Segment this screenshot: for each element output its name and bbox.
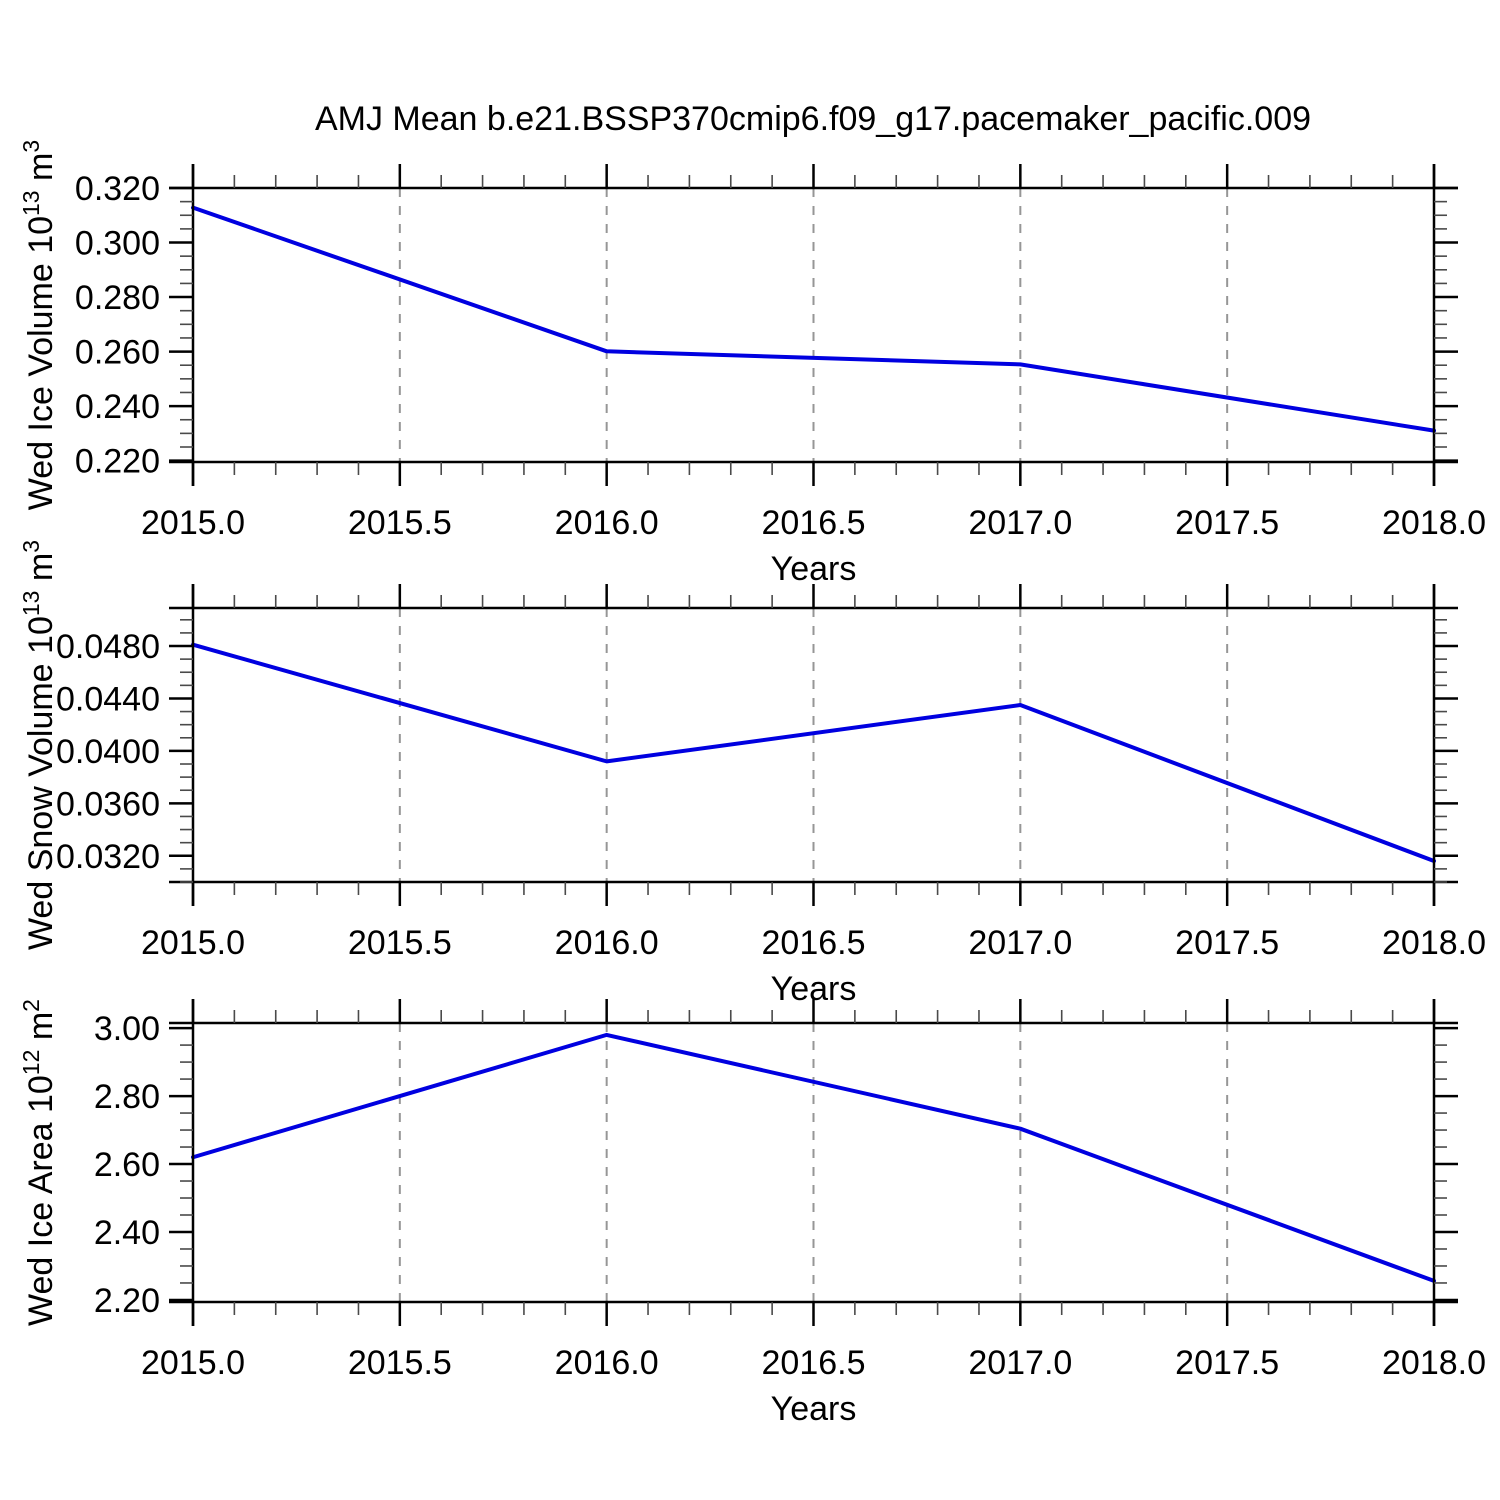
x-tick-label: 2017.5: [1175, 504, 1279, 542]
y-tick-label: 2.40: [94, 1214, 160, 1252]
data-line: [191, 642, 1436, 864]
y-tick-label: 0.0360: [56, 785, 160, 823]
y-tick-label: 0.260: [75, 334, 160, 372]
x-tick-labels: 2015.0 2015.5 2016.0 2016.5 2017.0 2017.5 2018…: [141, 504, 1486, 542]
y-axis-title: Wed Ice Area 1012 m2: [18, 999, 60, 1326]
x-tick-label: 2017.0: [968, 924, 1072, 962]
y-tick-labels: 0.0320 0.0360 0.0400 0.0440 0.0480: [56, 628, 160, 876]
y-tick-label: 0.240: [75, 388, 160, 426]
x-tick-label: 2017.5: [1175, 924, 1279, 962]
y-tick-label: 0.300: [75, 225, 160, 263]
x-tick-label: 2015.5: [348, 1344, 452, 1382]
gridlines: [398, 1023, 1229, 1302]
y-tick-label: 0.0320: [56, 838, 160, 876]
x-tick-label: 2016.0: [555, 1344, 659, 1382]
y-tick-label: 0.0440: [56, 680, 160, 718]
x-tick-label: 2016.5: [762, 1344, 866, 1382]
x-tick-label: 2015.0: [141, 924, 245, 962]
data-line: [191, 205, 1436, 433]
y-axis-title: Wed Ice Volume 1013 m3: [18, 140, 60, 510]
y-tick-label: 0.0480: [56, 628, 160, 666]
chart-title: AMJ Mean b.e21.BSSP370cmip6.f09_g17.pace…: [315, 100, 1311, 138]
x-tick-labels: 2015.0 2015.5 2016.0 2016.5 2017.0 2017.5 2018…: [141, 924, 1486, 962]
y-tick-label: 0.320: [75, 170, 160, 208]
data-line: [191, 1032, 1436, 1283]
x-tick-label: 2017.0: [968, 1344, 1072, 1382]
x-tick-label: 2015.0: [141, 504, 245, 542]
y-tick-label: 2.60: [94, 1146, 160, 1184]
y-tick-labels: 2.20 2.40 2.60 2.80 3.00: [94, 1010, 160, 1320]
y-tick-label: 0.280: [75, 279, 160, 317]
y-tick-label: 2.20: [94, 1282, 160, 1320]
y-tick-label: 0.220: [75, 443, 160, 481]
x-tick-label: 2016.5: [762, 504, 866, 542]
ticks: [169, 999, 1458, 1326]
ticks: [169, 584, 1458, 906]
y-axis-title: Wed Snow Volume 1013 m3: [18, 540, 60, 950]
y-tick-label: 3.00: [94, 1010, 160, 1048]
x-tick-label: 2018.0: [1382, 504, 1486, 542]
x-tick-label: 2018.0: [1382, 924, 1486, 962]
ticks: [169, 164, 1458, 486]
x-tick-label: 2017.0: [968, 504, 1072, 542]
gridlines: [398, 608, 1229, 882]
x-axis-title: Years: [771, 1390, 857, 1428]
y-tick-label: 2.80: [94, 1078, 160, 1116]
x-tick-label: 2015.5: [348, 924, 452, 962]
x-tick-label: 2017.5: [1175, 1344, 1279, 1382]
x-tick-label: 2016.5: [762, 924, 866, 962]
x-tick-label: 2015.0: [141, 1344, 245, 1382]
gridlines: [398, 188, 1229, 462]
x-axis-title: Years: [771, 550, 857, 588]
x-tick-label: 2015.5: [348, 504, 452, 542]
x-tick-label: 2016.0: [555, 504, 659, 542]
y-tick-label: 0.0400: [56, 733, 160, 771]
x-tick-labels: 2015.0 2015.5 2016.0 2016.5 2017.0 2017.5 2018…: [141, 1344, 1486, 1382]
x-tick-label: 2016.0: [555, 924, 659, 962]
y-tick-labels: 0.220 0.240 0.260 0.280 0.300 0.320: [75, 170, 160, 481]
x-tick-label: 2018.0: [1382, 1344, 1486, 1382]
